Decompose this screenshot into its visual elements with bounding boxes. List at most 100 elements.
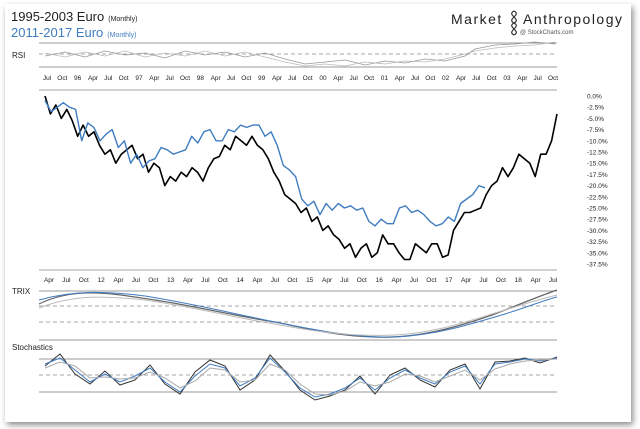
bottom-axis-tick-label: Apr xyxy=(183,277,194,284)
rsi-line-grey-2 xyxy=(44,41,556,67)
top-axis-tick-label: Apr xyxy=(149,75,160,82)
bottom-axis-tick-label: Jul xyxy=(271,277,280,284)
y-axis-tick-label: -35.0% xyxy=(587,250,608,257)
top-axis-tick-label: Jul xyxy=(227,75,236,82)
bottom-axis-tick-label: Oct xyxy=(496,277,506,284)
bottom-axis-tick-label: Oct xyxy=(79,277,89,284)
bottom-axis-tick-label: 17 xyxy=(445,277,453,284)
y-axis-tick-label: -27.5% xyxy=(587,217,608,224)
bottom-axis-tick-label: Jul xyxy=(340,277,349,284)
y-axis-tick-label: -15.0% xyxy=(587,161,608,168)
bottom-axis-tick-label: Jul xyxy=(132,277,141,284)
bottom-axis-tick-label: 14 xyxy=(237,277,245,284)
bottom-axis-tick-label: Jul xyxy=(410,277,419,284)
bottom-axis-tick-label: Apr xyxy=(461,277,472,284)
stoch-line-black xyxy=(44,353,558,401)
y-axis-tick-label: -32.5% xyxy=(587,239,608,246)
bottom-axis-tick-label: Oct xyxy=(357,277,367,284)
stochastics-panel: Stochastics xyxy=(12,343,558,401)
top-axis-tick-label: Jul xyxy=(350,75,359,82)
top-axis-labels: Jul Oct 96 Apr Jul Oct 97 Apr Jul Oct 98 Apr Jul Oct 9… xyxy=(43,75,558,82)
top-axis-tick-label: Oct xyxy=(241,75,251,82)
bottom-axis-tick-label: Apr xyxy=(113,277,124,284)
rsi-line-grey-1 xyxy=(44,41,556,66)
bottom-axis-tick-label: 16 xyxy=(376,277,384,284)
bottom-axis-tick-label: Apr xyxy=(392,277,403,284)
top-axis-tick-label: Apr xyxy=(395,75,406,82)
top-axis-tick-label: Jul xyxy=(104,75,113,82)
top-axis-tick-label: Jul xyxy=(411,75,420,82)
top-axis-tick-label: Oct xyxy=(425,75,435,82)
y-axis-tick-label: -7.5% xyxy=(587,127,604,134)
bottom-axis-tick-label: Oct xyxy=(426,277,436,284)
y-axis-tick-label: -10.0% xyxy=(587,138,608,145)
y-axis-tick-label: -22.5% xyxy=(587,194,608,201)
bottom-axis-tick-label: Oct xyxy=(218,277,228,284)
y-axis-tick-label: -5.0% xyxy=(587,116,604,123)
bottom-axis-tick-label: Jul xyxy=(62,277,71,284)
bottom-axis-tick-label: Oct xyxy=(148,277,158,284)
brand-left: Market xyxy=(451,11,503,27)
series-line-1995-euro xyxy=(44,95,558,261)
bottom-axis-tick-label: 13 xyxy=(167,277,175,284)
chart-frame: 1995-2003 Euro (Monthly) 2011-2017 Euro (M… xyxy=(5,4,631,422)
y-axis-tick-label: -30.0% xyxy=(587,228,608,235)
y-axis-tick-label: -20.0% xyxy=(587,183,608,190)
top-axis-tick-label: Jul xyxy=(534,75,543,82)
bottom-axis-labels: Apr Jul Oct 12 Apr Jul Oct 13 Apr Jul Oct 14 Apr Jul O… xyxy=(44,277,558,284)
top-axis-tick-label: Apr xyxy=(88,75,99,82)
top-axis-tick-label: 99 xyxy=(258,75,266,82)
y-axis-tick-label: -25.0% xyxy=(587,206,608,213)
top-axis-tick-label: 03 xyxy=(503,75,511,82)
top-axis-tick-label: Oct xyxy=(548,75,558,82)
trix-line-blue xyxy=(38,291,558,338)
top-axis-tick-label: 98 xyxy=(197,75,205,82)
top-axis-tick-label: Apr xyxy=(456,75,467,82)
y-axis-tick-label: -2.5% xyxy=(587,105,604,112)
title-1995: 1995-2003 Euro (Monthly) xyxy=(11,9,137,24)
bottom-axis-tick-label: Oct xyxy=(287,277,297,284)
top-axis-tick-label: Apr xyxy=(272,75,283,82)
top-axis-tick-label: 01 xyxy=(381,75,389,82)
top-axis-tick-label: Oct xyxy=(487,75,497,82)
top-axis-tick-label: Oct xyxy=(180,75,190,82)
bottom-axis-tick-label: Apr xyxy=(322,277,333,284)
y-axis-tick-label: -17.5% xyxy=(587,172,608,179)
top-axis-tick-label: Apr xyxy=(517,75,528,82)
bottom-axis-tick-label: Apr xyxy=(252,277,263,284)
bottom-axis-tick-label: Jul xyxy=(201,277,210,284)
rsi-panel: RSI xyxy=(12,41,557,68)
stochastics-label: Stochastics xyxy=(12,343,53,352)
top-axis-tick-label: Jul xyxy=(166,75,175,82)
stoch-line-grey xyxy=(44,358,558,396)
bottom-axis-tick-label: 15 xyxy=(306,277,314,284)
series-line-2011-euro xyxy=(44,100,486,227)
main-plot-frame xyxy=(39,89,557,271)
top-axis-tick-label: 96 xyxy=(74,75,82,82)
bottom-axis-tick-label: Jul xyxy=(479,277,488,284)
title-2011: 2011-2017 Euro (Monthly) xyxy=(11,25,136,40)
bottom-axis-tick-label: 12 xyxy=(98,277,106,284)
trix-label: TRIX xyxy=(12,287,31,296)
top-axis-tick-label: Apr xyxy=(333,75,344,82)
brand-sub: @ StockCharts.com xyxy=(520,30,573,36)
top-axis-tick-label: Oct xyxy=(57,75,67,82)
top-axis-tick-label: Jul xyxy=(472,75,481,82)
top-axis-tick-label: Oct xyxy=(119,75,129,82)
bottom-axis-tick-label: Apr xyxy=(531,277,542,284)
bottom-axis-tick-label: Jul xyxy=(549,277,558,284)
trix-line-light xyxy=(38,294,558,336)
y-axis-labels: 0.0% -2.5% -5.0% -7.5% -10.0% -12.5% -15.0% -17… xyxy=(587,94,608,269)
trix-panel: TRIX xyxy=(12,287,558,341)
brand-right: Anthropology xyxy=(523,11,624,27)
bottom-axis-tick-label: 18 xyxy=(515,277,523,284)
bottom-axis-tick-label: Apr xyxy=(44,277,55,284)
top-axis-tick-label: Apr xyxy=(211,75,222,82)
chart-svg: 1995-2003 Euro (Monthly) 2011-2017 Euro (M… xyxy=(11,9,624,401)
top-axis-tick-label: Jul xyxy=(43,75,52,82)
top-axis-tick-label: 00 xyxy=(319,75,327,82)
top-axis-tick-label: Oct xyxy=(303,75,313,82)
top-axis-tick-label: 02 xyxy=(442,75,450,82)
brand-helix-icon xyxy=(511,10,517,36)
y-axis-tick-label: 0.0% xyxy=(587,94,602,101)
